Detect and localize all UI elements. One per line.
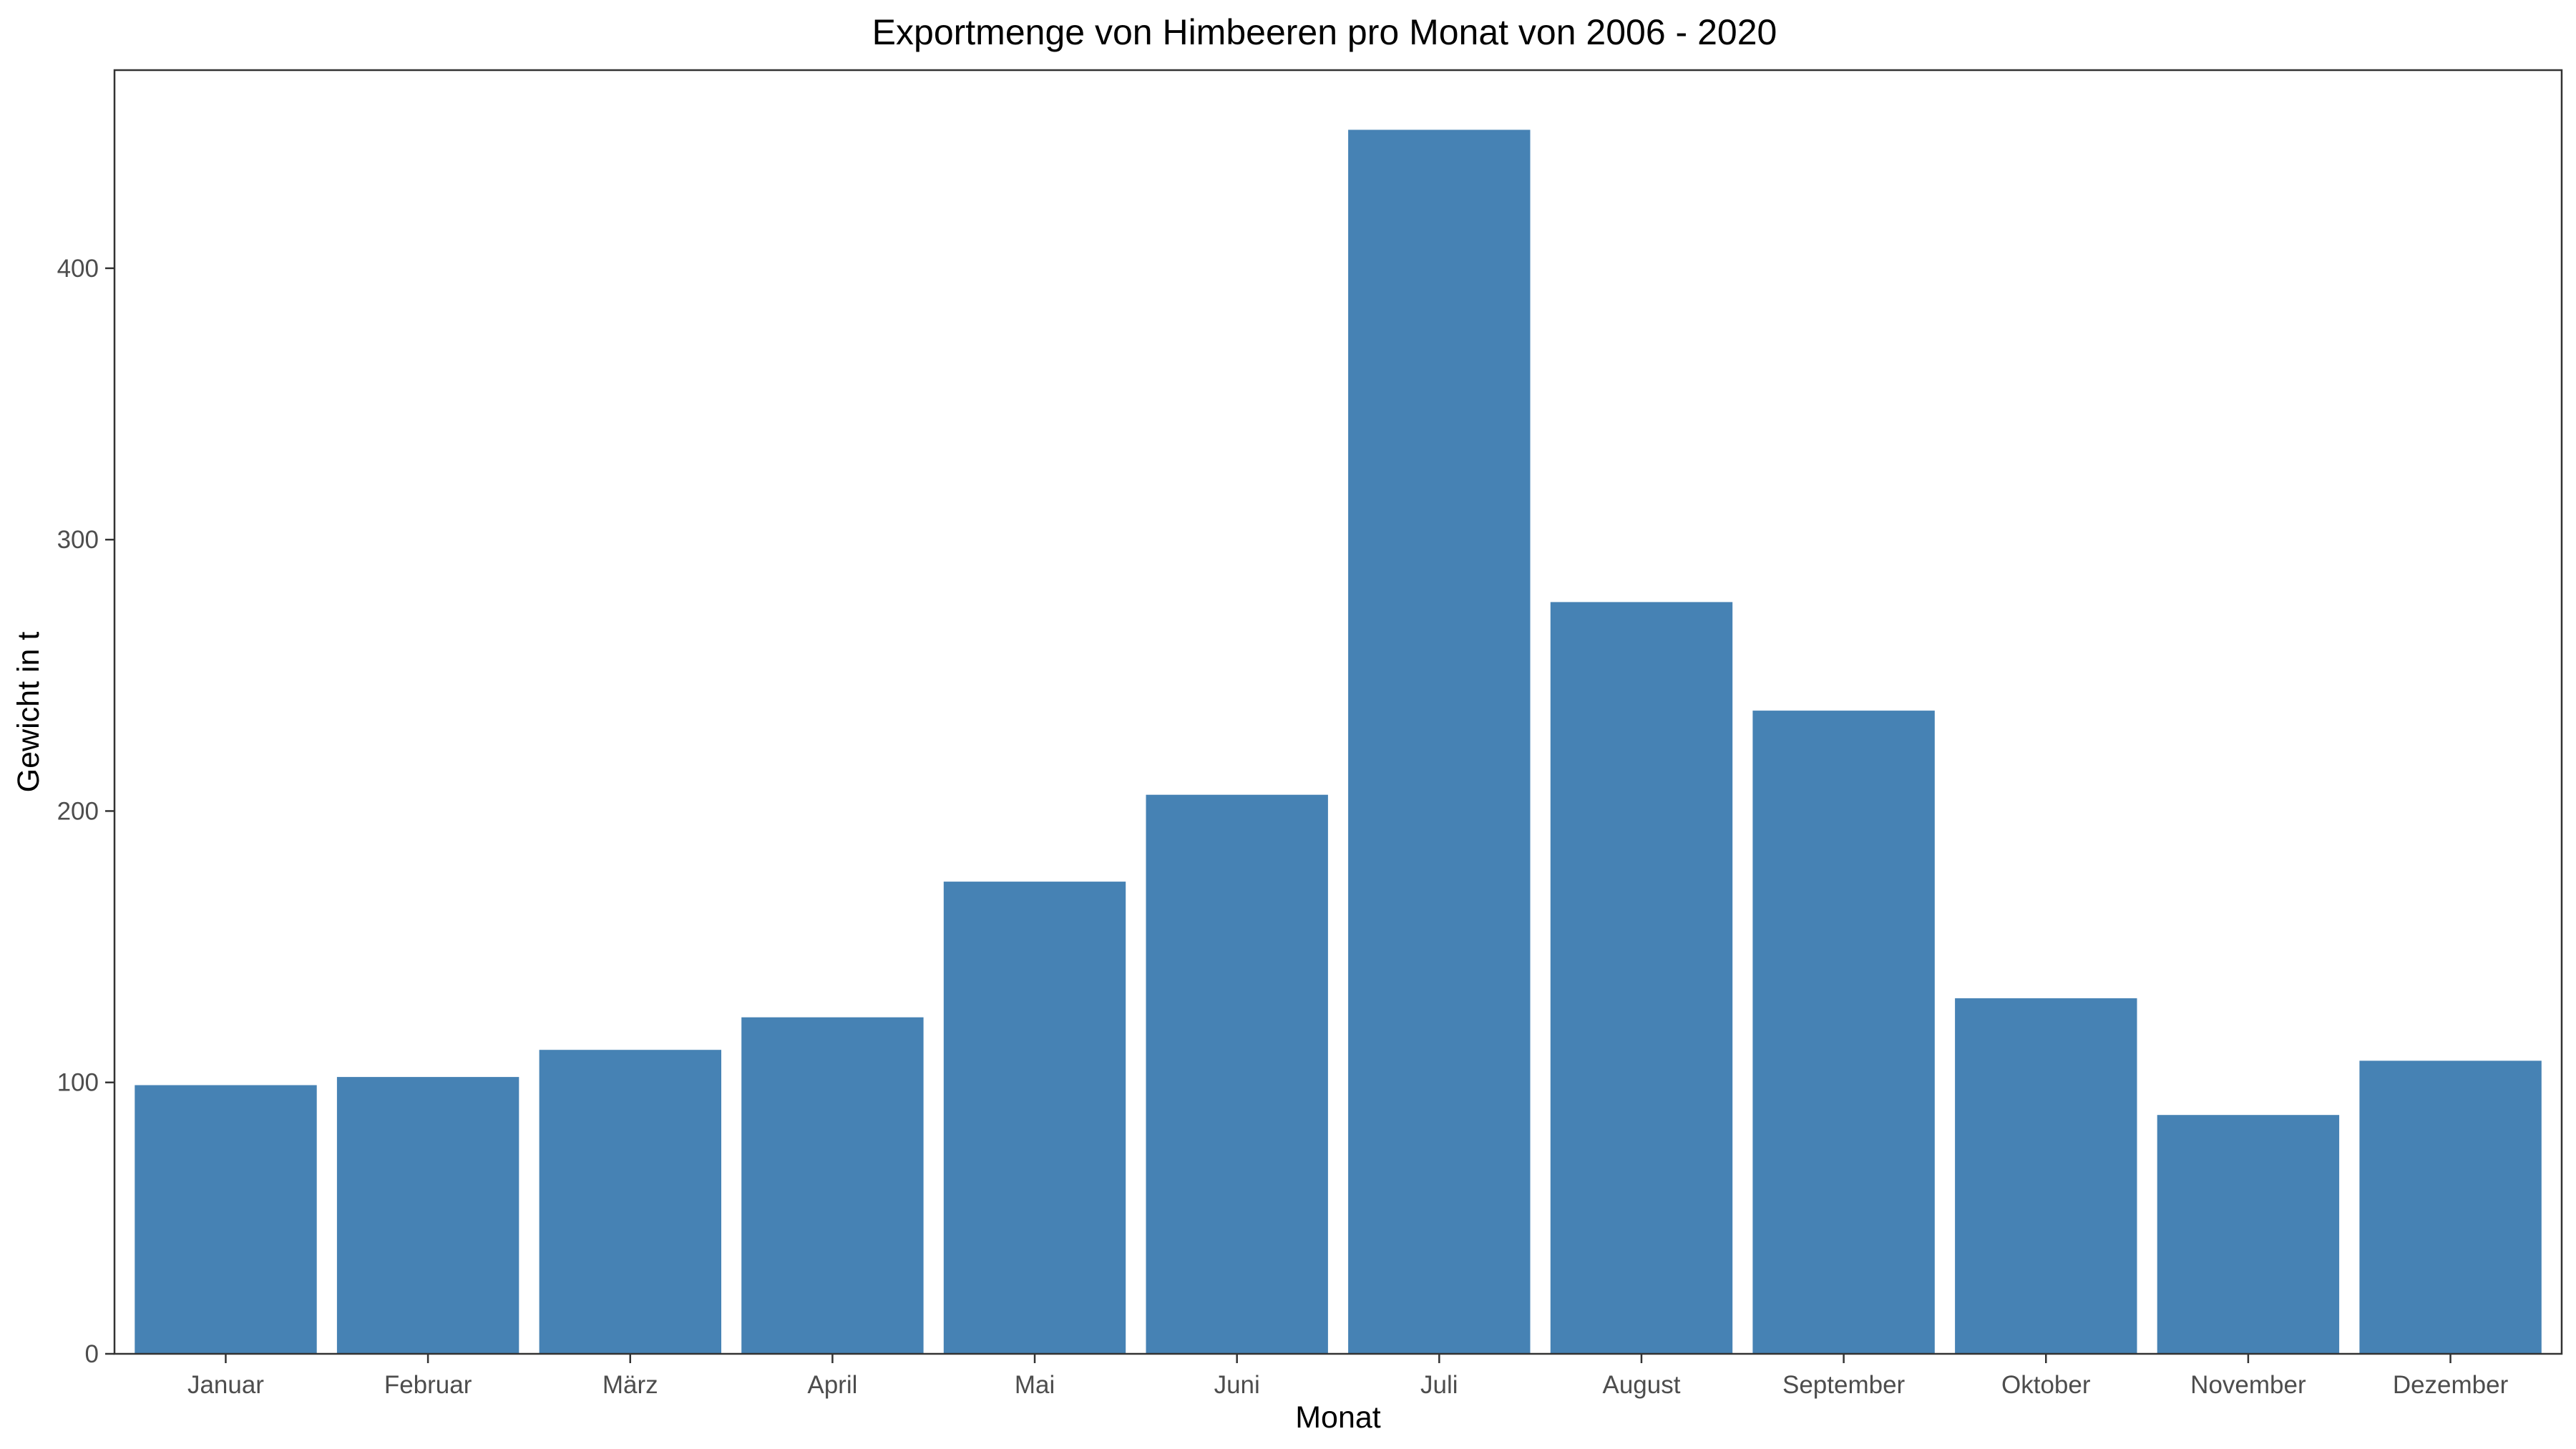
y-axis: 0 100 200 300 400	[57, 255, 114, 1368]
bar-november	[2157, 1115, 2340, 1354]
bar-januar	[135, 1085, 317, 1354]
y-tick-label: 400	[57, 255, 99, 283]
y-tick-label: 100	[57, 1069, 99, 1097]
chart-title: Exportmenge von Himbeeren pro Monat von …	[872, 12, 1777, 52]
bar-oktober	[1955, 998, 2137, 1354]
y-tick-label: 300	[57, 526, 99, 554]
x-tick-label: Februar	[384, 1371, 472, 1399]
x-tick-label: August	[1602, 1371, 1680, 1399]
bar-september	[1752, 711, 1935, 1354]
bar-august	[1550, 602, 1733, 1354]
x-tick-label: Oktober	[2001, 1371, 2091, 1399]
x-tick-label: Juli	[1420, 1371, 1458, 1399]
y-axis-title: Gewicht in t	[11, 632, 46, 793]
x-tick-label: Dezember	[2393, 1371, 2509, 1399]
y-tick-label: 0	[85, 1340, 99, 1368]
x-axis: Januar Februar März April Mai Juni Juli August S…	[187, 1354, 2509, 1399]
bar-juli	[1348, 130, 1531, 1354]
x-tick-label: Januar	[187, 1371, 264, 1399]
bars	[135, 130, 2542, 1354]
x-tick-label: März	[602, 1371, 658, 1399]
x-tick-label: November	[2190, 1371, 2306, 1399]
x-tick-label: September	[1782, 1371, 1906, 1399]
y-tick-label: 200	[57, 797, 99, 825]
bar-februar	[336, 1077, 519, 1354]
bar-märz	[539, 1050, 721, 1354]
bar-dezember	[2359, 1060, 2542, 1354]
bar-mai	[943, 882, 1126, 1354]
x-axis-title: Monat	[1295, 1400, 1381, 1435]
bar-juni	[1146, 794, 1328, 1354]
plot-panel	[113, 69, 2563, 1355]
x-tick-label: Juni	[1214, 1371, 1260, 1399]
x-tick-label: Mai	[1015, 1371, 1055, 1399]
x-tick-label: April	[807, 1371, 857, 1399]
bar-april	[741, 1017, 924, 1354]
